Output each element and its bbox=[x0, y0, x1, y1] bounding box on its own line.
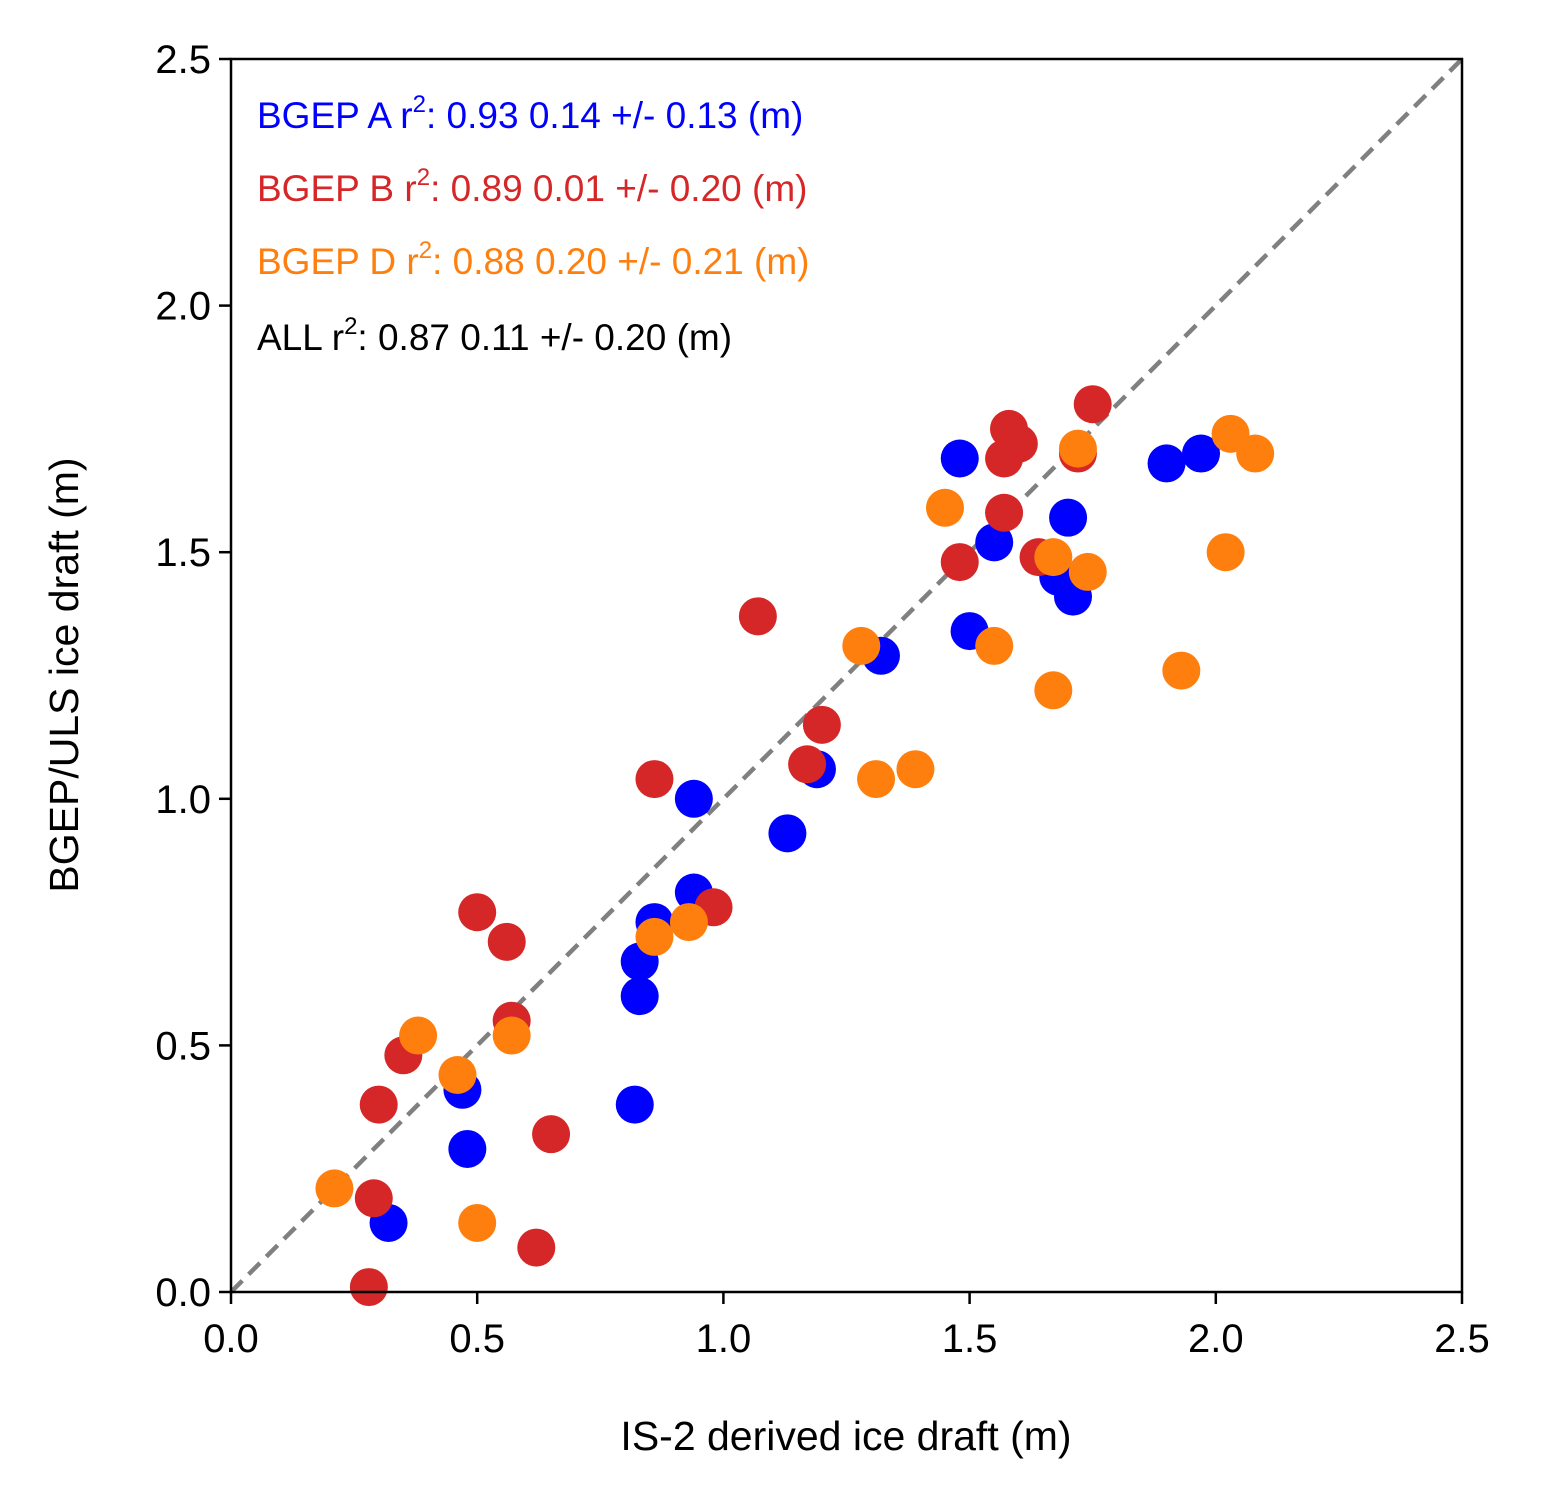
point-bgep-a bbox=[674, 779, 713, 818]
x-tick-label: 2.5 bbox=[1434, 1317, 1490, 1361]
point-bgep-b bbox=[985, 493, 1024, 532]
point-bgep-b bbox=[359, 1085, 398, 1124]
point-bgep-d bbox=[1162, 651, 1201, 690]
point-bgep-a bbox=[1147, 444, 1186, 483]
point-bgep-a bbox=[940, 439, 979, 478]
point-bgep-d bbox=[1034, 538, 1073, 577]
annotation-all: ALL r2: 0.87 0.11 +/- 0.20 (m) bbox=[257, 313, 732, 358]
point-bgep-b bbox=[517, 1228, 556, 1267]
y-tick-label: 2.5 bbox=[155, 38, 211, 82]
point-bgep-d bbox=[315, 1169, 354, 1208]
point-bgep-d bbox=[1206, 533, 1245, 572]
point-bgep-d bbox=[1068, 552, 1107, 591]
point-bgep-d bbox=[438, 1055, 477, 1094]
point-bgep-b bbox=[487, 922, 526, 961]
plot-frame bbox=[229, 57, 1464, 1294]
point-bgep-d bbox=[975, 626, 1014, 665]
y-tick-label: 1.0 bbox=[155, 778, 211, 822]
y-tick-label: 1.5 bbox=[155, 531, 211, 575]
point-bgep-b bbox=[802, 705, 841, 744]
point-bgep-a bbox=[975, 523, 1014, 562]
point-bgep-a bbox=[620, 977, 659, 1016]
point-bgep-a bbox=[1182, 434, 1221, 473]
point-bgep-d bbox=[669, 903, 708, 942]
point-bgep-b bbox=[940, 543, 979, 582]
point-bgep-d bbox=[842, 626, 881, 665]
point-bgep-b bbox=[635, 760, 674, 799]
x-axis-label: IS-2 derived ice draft (m) bbox=[620, 1413, 1071, 1459]
y-tick-label: 2.0 bbox=[155, 285, 211, 329]
x-tick-label: 1.5 bbox=[942, 1317, 998, 1361]
annotation-bgep-a: BGEP A r2: 0.93 0.14 +/- 0.13 (m) bbox=[257, 91, 803, 136]
point-bgep-d bbox=[492, 1016, 531, 1055]
point-bgep-b bbox=[788, 745, 827, 784]
point-bgep-b bbox=[738, 597, 777, 636]
point-bgep-d bbox=[458, 1203, 497, 1242]
annotation-bgep-d: BGEP D r2: 0.88 0.20 +/- 0.21 (m) bbox=[257, 237, 810, 282]
point-bgep-d bbox=[399, 1016, 438, 1055]
annotation-bgep-b: BGEP B r2: 0.89 0.01 +/- 0.20 (m) bbox=[257, 164, 807, 209]
point-bgep-d bbox=[896, 750, 935, 789]
point-bgep-d bbox=[925, 488, 964, 527]
point-bgep-d bbox=[1236, 434, 1275, 473]
point-bgep-d bbox=[857, 760, 896, 799]
point-bgep-b bbox=[532, 1115, 571, 1154]
x-tick-label: 2.0 bbox=[1188, 1317, 1244, 1361]
one-to-one-line bbox=[229, 57, 1464, 1294]
point-bgep-d bbox=[635, 917, 674, 956]
point-bgep-b bbox=[1073, 385, 1112, 424]
point-bgep-b bbox=[458, 893, 497, 932]
y-axis-label: BGEP/ULS ice draft (m) bbox=[41, 457, 87, 892]
point-bgep-d bbox=[1034, 671, 1073, 710]
point-bgep-b bbox=[354, 1179, 393, 1218]
point-bgep-b bbox=[999, 424, 1038, 463]
x-tick-label: 0.5 bbox=[449, 1317, 505, 1361]
x-tick-label: 1.0 bbox=[696, 1317, 752, 1361]
x-tick-label: 0.0 bbox=[203, 1317, 259, 1361]
point-bgep-a bbox=[1049, 498, 1088, 537]
y-tick-label: 0.5 bbox=[155, 1024, 211, 1068]
point-bgep-b bbox=[349, 1268, 388, 1307]
y-tick-label: 0.0 bbox=[155, 1271, 211, 1315]
point-bgep-d bbox=[1058, 429, 1097, 468]
point-bgep-a bbox=[448, 1129, 487, 1168]
point-bgep-a bbox=[615, 1085, 654, 1124]
point-bgep-a bbox=[768, 814, 807, 853]
